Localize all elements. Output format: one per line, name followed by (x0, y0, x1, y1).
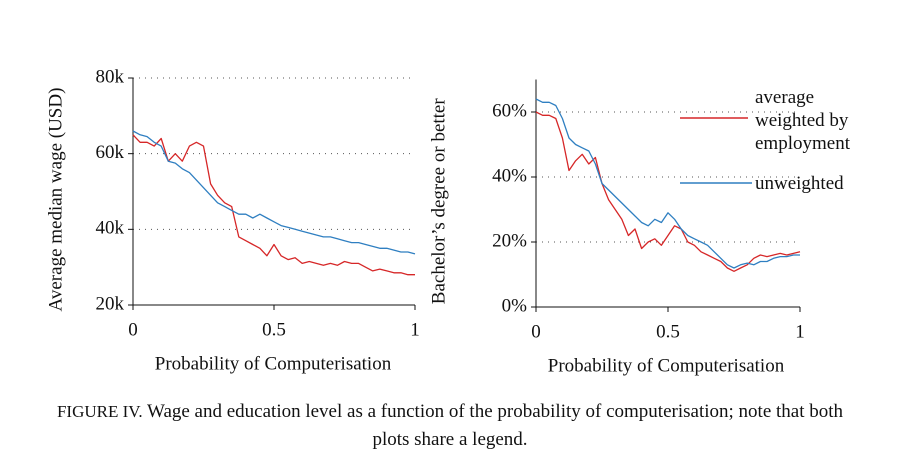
caption-text: Wage and education level as a function o… (147, 401, 844, 450)
series-line (132, 134, 415, 276)
series-line (535, 98, 800, 269)
x-tick-label: 0.5 (656, 321, 680, 342)
x-tick-label: 1 (410, 319, 420, 340)
y-tick-label: 60k (96, 142, 125, 163)
x-axis-label: Probability of Computerisation (548, 355, 785, 376)
caption: FIGURE IV. Wage and education level as a… (40, 398, 860, 454)
y-tick-label: 80k (96, 66, 125, 87)
y-tick-label: 0% (502, 295, 528, 316)
series-line (535, 111, 801, 272)
y-tick-label: 20% (492, 230, 527, 251)
x-tick-label: 0 (531, 321, 541, 342)
legend-label: average weighted by employment (755, 87, 850, 154)
y-tick-label: 40k (96, 218, 125, 239)
x-tick-label: 0 (128, 319, 138, 340)
x-tick-label: 1 (795, 321, 805, 342)
y-tick-label: 20k (96, 293, 125, 314)
y-tick-label: 40% (492, 165, 527, 186)
x-axis-label: Probability of Computerisation (155, 353, 392, 374)
y-axis-label: Bachelor’s degree or better (428, 98, 449, 305)
caption-label: FIGURE IV. (56, 402, 143, 421)
x-tick-label: 0.5 (262, 319, 286, 340)
y-tick-label: 60% (492, 100, 527, 121)
legend-label: unweighted (755, 173, 844, 194)
series-line (132, 130, 416, 255)
y-axis-label: Average median wage (USD) (45, 88, 66, 312)
